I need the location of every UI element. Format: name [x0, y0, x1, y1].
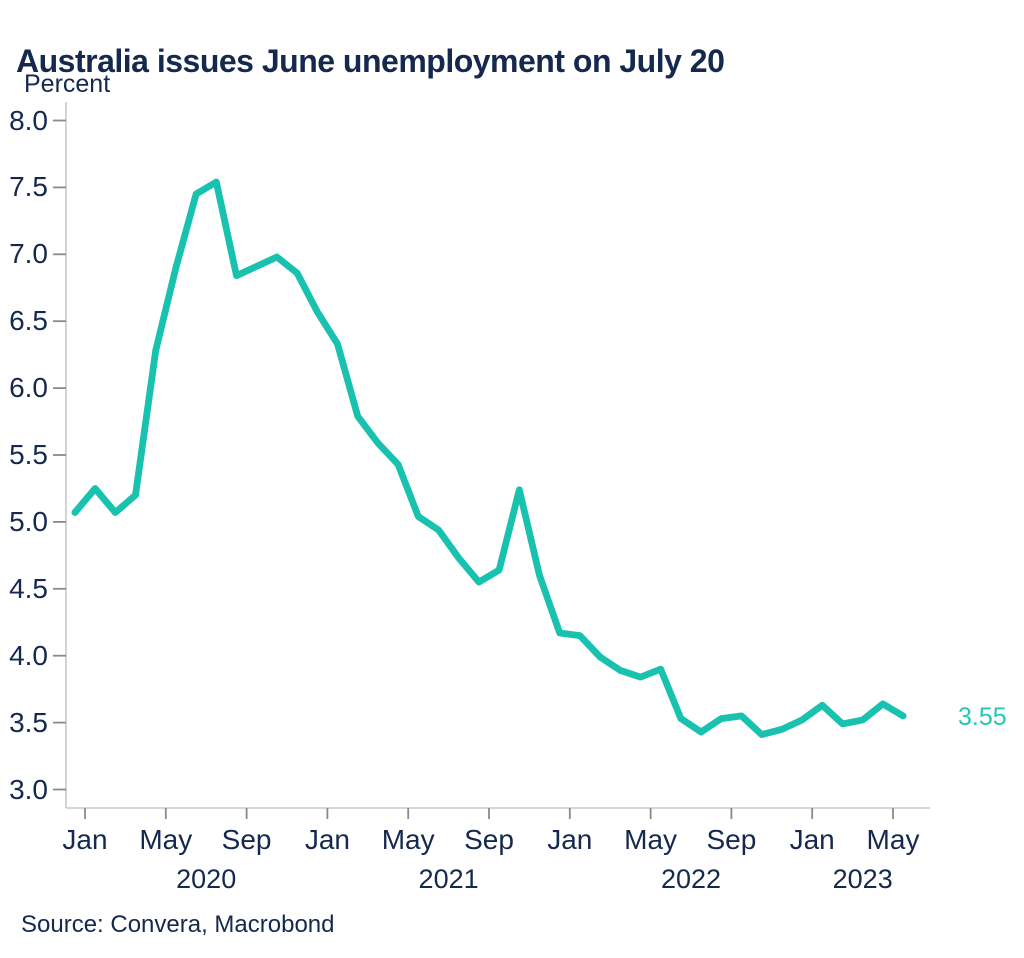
- x-tick-label: May: [866, 824, 920, 855]
- x-tick-label: Sep: [706, 824, 757, 855]
- y-tick-label: 6.5: [9, 305, 48, 337]
- x-tick-label: May: [381, 824, 435, 855]
- x-tick-label: May: [139, 824, 193, 855]
- year-label: 2020: [176, 864, 237, 894]
- x-tick-label: Jan: [62, 824, 108, 855]
- y-tick-label: 7.0: [9, 238, 48, 270]
- y-tick-label: 3.0: [9, 773, 48, 805]
- x-tick-label: Sep: [221, 824, 272, 855]
- year-label: 2023: [832, 864, 893, 894]
- source-note: Source: Convera, Macrobond: [21, 911, 335, 938]
- y-tick-label: 4.5: [9, 572, 48, 604]
- chart-title: Australia issues June unemployment on Ju…: [16, 43, 725, 80]
- y-tick-label: 8.0: [9, 104, 48, 136]
- x-tick-label: Sep: [464, 824, 514, 855]
- x-tick-label: Jan: [789, 824, 835, 855]
- y-axis-title: Percent: [24, 70, 111, 98]
- y-tick-label: 4.0: [9, 639, 48, 671]
- y-tick-label: 5.0: [9, 505, 48, 537]
- unemployment-rate-line: [71, 178, 907, 738]
- year-label: 2022: [660, 864, 722, 894]
- y-tick-label: 7.5: [9, 171, 48, 203]
- x-tick-label: May: [624, 824, 678, 855]
- y-tick-label: 3.5: [9, 706, 48, 738]
- y-tick-label: 6.0: [9, 372, 48, 404]
- x-tick-label: Jan: [547, 824, 593, 855]
- x-tick-label: Jan: [304, 824, 350, 855]
- last-value-label: 3.55: [958, 702, 1007, 731]
- y-tick-label: 5.5: [9, 439, 48, 470]
- year-label: 2021: [418, 864, 479, 894]
